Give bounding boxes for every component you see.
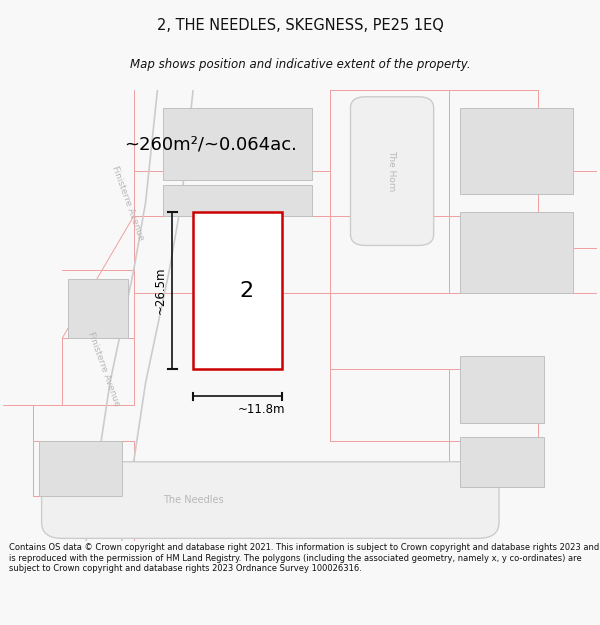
Text: ~26.5m: ~26.5m <box>154 267 166 314</box>
Text: ~260m²/~0.064ac.: ~260m²/~0.064ac. <box>124 135 298 153</box>
Text: The Horn: The Horn <box>388 151 397 192</box>
Bar <box>68 279 128 338</box>
Text: Finisterre Avenue: Finisterre Avenue <box>110 164 145 241</box>
Bar <box>163 108 312 180</box>
Text: 2, THE NEEDLES, SKEGNESS, PE25 1EQ: 2, THE NEEDLES, SKEGNESS, PE25 1EQ <box>157 18 443 32</box>
Bar <box>460 108 573 194</box>
Bar <box>38 441 122 496</box>
Text: Contains OS data © Crown copyright and database right 2021. This information is : Contains OS data © Crown copyright and d… <box>9 543 599 573</box>
FancyBboxPatch shape <box>41 462 499 538</box>
Text: ~11.8m: ~11.8m <box>238 403 285 416</box>
FancyBboxPatch shape <box>350 97 434 246</box>
Bar <box>460 437 544 486</box>
Bar <box>460 212 573 292</box>
Text: Finisterre Avenue: Finisterre Avenue <box>86 331 122 408</box>
Text: The Needles: The Needles <box>163 495 223 505</box>
Bar <box>193 212 282 369</box>
Bar <box>199 234 276 347</box>
Text: Map shows position and indicative extent of the property.: Map shows position and indicative extent… <box>130 58 470 71</box>
Bar <box>460 356 544 424</box>
Text: 2: 2 <box>239 281 254 301</box>
Bar <box>163 184 312 216</box>
